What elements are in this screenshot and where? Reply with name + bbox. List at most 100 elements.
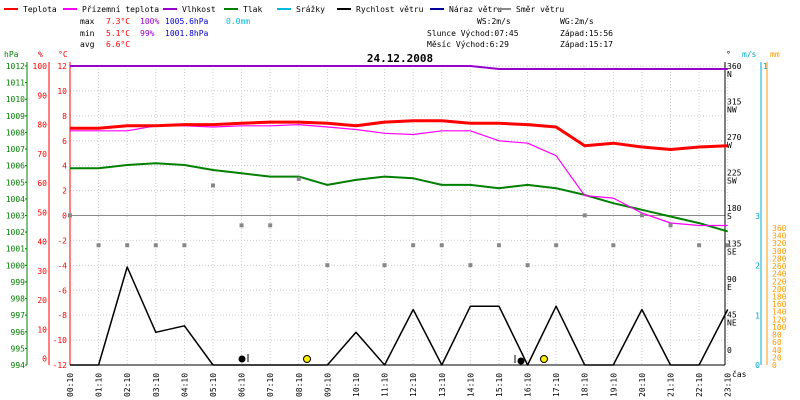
tick-label-deg: 360 (727, 62, 742, 71)
tick-label-dir: NE (727, 319, 737, 328)
tick-label-dir: SE (727, 248, 737, 257)
tick-label-x: 09:10 (323, 373, 332, 397)
legend-label: Rychlost větru (356, 5, 424, 14)
tick-label-c: 4 (62, 162, 67, 171)
tick-label-mm: 220 (772, 277, 787, 286)
stat-avg-label: avg (80, 40, 95, 49)
tick-label-mm: 360 (772, 224, 787, 233)
axis-pct-unit: % (38, 50, 43, 59)
tick-label-hpa: 1008 (6, 128, 25, 137)
wind-dir-point (411, 243, 416, 248)
info-mesic-zapad: Západ:15:17 (560, 40, 613, 49)
wind-dir-point (382, 263, 387, 268)
stat-max-rain: 0.0mm (226, 17, 250, 26)
legend-label: Teplota (23, 5, 57, 14)
legend-label: Přízemní teplota (82, 5, 159, 14)
tick-label-pct: 80 (37, 121, 47, 130)
legend-item: Přízemní teplota (63, 5, 159, 14)
tick-label-ms: 0 (755, 361, 760, 370)
stat-min-label: min (80, 29, 95, 38)
tick-label-hpa: 999 (11, 278, 26, 287)
info-ws: WS:2m/s (477, 17, 511, 26)
humidity-line (70, 65, 728, 70)
axis-c-unit: °C (58, 50, 68, 59)
ground-temp-line (70, 124, 728, 227)
tick-label-hpa: 1001 (6, 245, 25, 254)
tick-label-mm: 40 (772, 346, 782, 355)
tick-label-mm: 180 (772, 293, 787, 302)
tick-label-deg: 270 (727, 133, 742, 142)
tick-label-hpa: 1010 (6, 95, 25, 104)
tick-label-pct: 20 (37, 296, 47, 305)
tick-label-ms: 2 (755, 262, 760, 271)
tick-label-hpa: 1005 (6, 178, 25, 187)
legend-label: Vlhkost (182, 5, 216, 14)
tick-label-c: 0 (62, 212, 67, 221)
tick-label-mm: 240 (772, 270, 787, 279)
tick-label-c: 12 (57, 62, 67, 71)
legend-item: Směr větru (497, 5, 564, 14)
legend-item: Náraz větru (430, 5, 502, 14)
tick-label-mm: 300 (772, 247, 787, 256)
wind-dir-point (697, 243, 702, 248)
tick-label-mm: 60 (772, 338, 782, 347)
stat-min-pres: 1001.8hPa (165, 29, 209, 38)
info-mesic: Měsíc Východ:6:29 (427, 40, 509, 49)
legend-item: Vlhkost (163, 5, 216, 14)
tick-label-deg: 135 (727, 240, 742, 249)
series (70, 65, 729, 366)
tick-label-hpa: 1007 (6, 145, 25, 154)
legend-item: Tlak (224, 5, 262, 14)
tick-label-hpa: 1006 (6, 162, 25, 171)
tick-label-c: -2 (57, 236, 67, 245)
tick-label-dir: S (727, 212, 732, 221)
tick-label-pct: 30 (37, 267, 47, 276)
axis-hpa-unit: hPa (4, 50, 19, 59)
tick-label-x: 15:10 (495, 373, 504, 397)
moonrise-marker (238, 355, 246, 363)
tick-label-dir: E (727, 283, 732, 292)
tick-label-mm: 0 (772, 361, 777, 370)
wind-dir-point (611, 243, 616, 248)
tick-label-mm: 280 (772, 254, 787, 263)
tick-label-x: 02:10 (123, 373, 132, 397)
tick-label-x: 17:10 (552, 373, 561, 397)
tick-label-x: 20:10 (638, 373, 647, 397)
tick-label-x: 11:10 (381, 373, 390, 397)
chart-marks (68, 176, 730, 365)
tick-label-hpa: 994 (11, 361, 26, 370)
stat-max-temp: 7.3°C (106, 17, 130, 26)
legend-item: Srážky (277, 5, 325, 14)
tick-label-hpa: 997 (11, 311, 26, 320)
tick-label-c: -10 (53, 336, 68, 345)
tick-label-pct: 90 (37, 91, 47, 100)
temperature-line (70, 119, 728, 151)
tick-label-x: 08:10 (295, 373, 304, 397)
tick-label-pct: 60 (37, 179, 47, 188)
wind-dir-point (554, 243, 559, 248)
header-stats: max 7.3°C 100% 1005.6hPa 0.0mm min 5.1°C… (80, 17, 613, 49)
tick-label-x: 14:10 (466, 373, 475, 397)
legend: Teplota Přízemní teplota Vlhkost Tlak Srážky… (4, 5, 564, 14)
tick-label-x: 03:10 (152, 373, 161, 397)
tick-label-x: 23:10 (724, 373, 733, 397)
stat-min-temp: 5.1°C (106, 29, 130, 38)
tick-label-mm: 100 (772, 323, 787, 332)
info-wg: WG:2m/s (560, 17, 594, 26)
axes: 1012101110101009100810071006100510041003… (6, 62, 787, 397)
chart-title: 24.12.2008 (367, 52, 433, 65)
tick-label-mm: 20 (772, 353, 782, 362)
axis-cas-label: čas (732, 369, 747, 379)
wind-dir-point (153, 243, 158, 248)
axis-mm-unit: mm (770, 50, 780, 59)
tick-label-c: -8 (57, 311, 67, 320)
axis-headers: hPa % °C ° m/s mm čas (4, 50, 780, 379)
wind-dir-point (125, 243, 130, 248)
stat-max-label: max (80, 17, 95, 26)
tick-label-x: 00:10 (66, 373, 75, 397)
wind-dir-point (468, 263, 473, 268)
tick-label-ms: 3 (755, 212, 760, 221)
tick-label-x: 01:10 (95, 373, 104, 397)
axis-ms-unit: m/s (742, 50, 757, 59)
